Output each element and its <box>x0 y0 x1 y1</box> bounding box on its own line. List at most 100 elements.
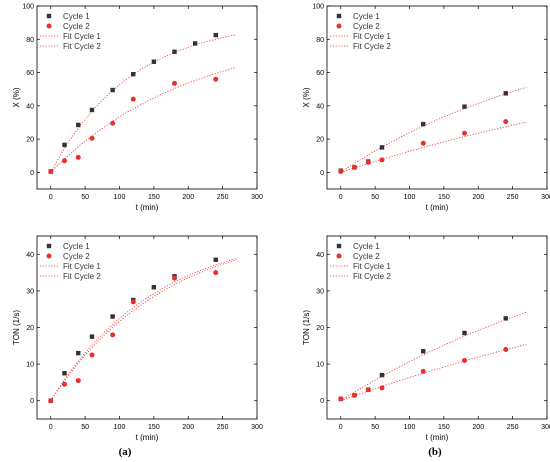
y-axis-label: TON (1/s) <box>12 310 21 345</box>
x-tick-label: 150 <box>438 424 450 431</box>
data-point-cycle-2 <box>62 158 67 164</box>
fit-line-fit-cycle-1 <box>340 87 527 173</box>
fit-line-fit-cycle-2 <box>50 259 237 401</box>
data-point-cycle-2 <box>352 164 357 170</box>
data-point-cycle-2 <box>48 398 54 404</box>
legend-label: Fit Cycle 2 <box>353 42 391 51</box>
legend-marker <box>336 253 342 259</box>
y-tick-label: 30 <box>26 288 34 295</box>
data-point-cycle-2 <box>48 169 54 175</box>
x-tick-label: 100 <box>404 194 416 201</box>
plot-frame <box>36 5 258 190</box>
x-tick-label: 300 <box>541 424 550 431</box>
x-tick-label: 300 <box>541 194 550 201</box>
chart-panel-a1: 0 50 100 150 200 250 300 0 20 40 60 80 100 t (min) X (… <box>12 4 263 213</box>
data-point-cycle-2 <box>75 154 81 160</box>
x-tick-label: 50 <box>371 194 379 201</box>
data-point-cycle-2 <box>338 169 344 175</box>
x-tick-label: 50 <box>81 424 89 431</box>
y-tick-label: 60 <box>26 70 34 77</box>
y-tick-label: 40 <box>26 103 34 110</box>
data-point-cycle-2 <box>503 119 509 125</box>
data-point-cycle-1 <box>110 314 115 319</box>
x-tick-label: 200 <box>472 424 484 431</box>
fit-line-fit-cycle-1 <box>50 34 237 173</box>
x-tick-label: 300 <box>251 194 263 201</box>
data-point-cycle-2 <box>379 157 385 163</box>
x-tick-label: 150 <box>148 194 160 201</box>
data-point-cycle-1 <box>110 87 115 93</box>
y-tick-label: 30 <box>316 288 324 295</box>
data-point-cycle-2 <box>172 80 177 86</box>
legend-marker <box>336 23 342 29</box>
legend-label: Cycle 2 <box>63 22 90 31</box>
data-point-cycle-2 <box>365 159 371 165</box>
data-point-cycle-1 <box>503 91 508 96</box>
data-point-cycle-2 <box>172 275 177 281</box>
legend-label: Cycle 2 <box>63 252 90 261</box>
legend-marker <box>336 243 342 249</box>
legend-label: Cycle 1 <box>353 12 380 21</box>
x-tick-label: 250 <box>217 424 229 431</box>
x-tick-label: 0 <box>49 194 53 201</box>
data-point-cycle-1 <box>76 122 81 128</box>
chart-panel-b1: 0 50 100 150 200 250 300 0 20 40 60 80 100 t (min) X (… <box>302 4 550 213</box>
data-point-cycle-1 <box>462 104 467 109</box>
y-tick-label: 10 <box>316 362 324 369</box>
y-tick-label: 80 <box>316 37 324 44</box>
data-point-cycle-2 <box>503 346 509 352</box>
legend-label: Fit Cycle 1 <box>353 262 391 271</box>
y-tick-label: 40 <box>26 252 34 259</box>
x-tick-label: 150 <box>148 424 160 431</box>
data-point-cycle-2 <box>365 387 371 393</box>
y-axis-label: X (%) <box>302 87 311 107</box>
data-point-cycle-1 <box>192 41 198 46</box>
data-point-cycle-1 <box>62 371 67 376</box>
data-point-cycle-2 <box>462 357 467 363</box>
legend-label: Cycle 1 <box>63 12 90 21</box>
legend-label: Cycle 1 <box>63 242 90 251</box>
data-point-cycle-2 <box>338 396 344 402</box>
y-tick-label: 20 <box>26 137 34 144</box>
x-tick-label: 100 <box>114 194 126 201</box>
chart-panel-b2: 0 50 100 150 200 250 300 0 10 20 30 40 t (min) TON (1… <box>302 235 550 442</box>
data-point-cycle-1 <box>151 285 157 290</box>
legend-label: Fit Cycle 2 <box>63 42 101 51</box>
data-point-cycle-1 <box>421 121 426 127</box>
x-tick-label: 200 <box>472 194 484 201</box>
fit-line-fit-cycle-1 <box>50 258 237 401</box>
legend-label: Fit Cycle 1 <box>63 32 101 41</box>
y-tick-label: 40 <box>316 252 324 259</box>
data-point-cycle-1 <box>213 32 218 38</box>
y-tick-label: 100 <box>312 4 324 11</box>
x-axis-label: t (min) <box>426 433 449 442</box>
data-point-cycle-2 <box>420 368 426 374</box>
data-point-cycle-1 <box>503 316 508 321</box>
data-point-cycle-2 <box>130 96 136 102</box>
data-point-cycle-2 <box>420 140 426 146</box>
x-tick-label: 250 <box>507 194 519 201</box>
x-tick-label: 100 <box>404 424 416 431</box>
y-tick-label: 0 <box>30 398 34 405</box>
data-point-cycle-1 <box>421 349 426 354</box>
data-point-cycle-2 <box>462 130 467 136</box>
legend-marker <box>46 243 52 249</box>
x-tick-label: 50 <box>371 424 379 431</box>
caption-b: (b) <box>428 446 442 458</box>
legend-marker <box>336 13 342 19</box>
data-point-cycle-2 <box>110 332 116 338</box>
y-tick-label: 100 <box>22 4 34 11</box>
data-point-cycle-1 <box>172 49 177 54</box>
data-point-cycle-1 <box>89 107 95 113</box>
data-point-cycle-2 <box>62 381 67 387</box>
data-point-cycle-2 <box>213 270 219 276</box>
legend-marker <box>46 13 52 19</box>
y-tick-label: 40 <box>316 103 324 110</box>
data-point-cycle-1 <box>62 142 67 148</box>
data-point-cycle-1 <box>151 59 157 64</box>
y-tick-label: 60 <box>316 70 324 77</box>
y-axis-label: X (%) <box>12 87 21 107</box>
x-tick-label: 0 <box>339 194 343 201</box>
fit-line-fit-cycle-2 <box>340 121 527 173</box>
data-point-cycle-1 <box>76 350 81 356</box>
